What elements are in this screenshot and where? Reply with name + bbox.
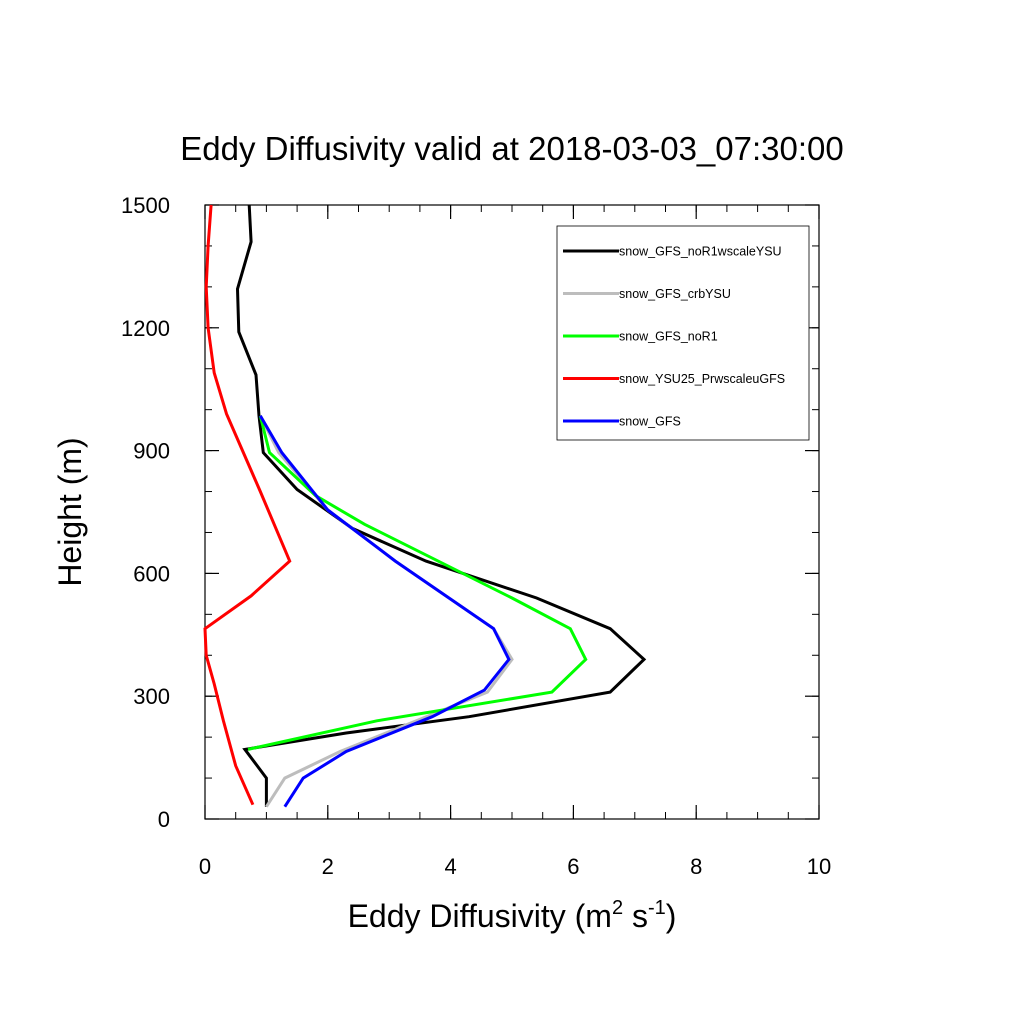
legend-label-snow-gfs-nor1wscaleysu: snow_GFS_noR1wscaleYSU — [619, 245, 782, 259]
legend: snow_GFS_noR1wscaleYSU snow_GFS_crbYSUsno… — [556, 225, 810, 441]
series-line-snow-gfs — [259, 415, 511, 808]
x-axis-label-sup1: 2 — [612, 897, 623, 919]
x-tick-labels: 0 2 4 6 8 10 — [199, 854, 831, 879]
x-tick-label: 10 — [807, 854, 831, 879]
x-tick-label: 0 — [199, 854, 211, 879]
y-tick-label: 300 — [133, 684, 170, 709]
y-tick-label: 900 — [133, 439, 170, 464]
y-tick-label: 1500 — [121, 193, 170, 218]
series-line-snow-gfs-nor1 — [247, 415, 588, 751]
y-tick-label: 1200 — [121, 316, 170, 341]
x-axis-label-mid: s — [623, 898, 648, 934]
x-tick-label: 4 — [444, 854, 456, 879]
x-axis-label-sup2: -1 — [648, 897, 666, 919]
y-tick-labels: 0 300 600 900 1200 1500 — [121, 193, 170, 832]
y-tick-label: 0 — [158, 807, 170, 832]
x-axis-label-end: ) — [666, 898, 677, 934]
chart-title: Eddy Diffusivity valid at 2018-03-03_07:… — [180, 130, 843, 167]
legend-label-snow-gfs-crbysu: snow_GFS_crbYSU — [619, 287, 731, 301]
x-axis-label-base: Eddy Diffusivity (m — [348, 898, 612, 934]
x-tick-label: 2 — [322, 854, 334, 879]
plot-area — [203, 204, 820, 820]
x-tick-label: 6 — [567, 854, 579, 879]
series-line-snow-ysu25-prwscaleugfs — [203, 204, 292, 806]
series-line-snow-gfs-nor1wscaleysu — [235, 204, 647, 807]
x-axis-label: Eddy Diffusivity (m2 s-1) — [348, 897, 677, 934]
axis-ticks — [204, 204, 820, 820]
legend-box — [556, 225, 810, 441]
legend-label-snow-gfs: snow_GFS — [619, 415, 681, 429]
series-lines — [203, 204, 647, 808]
legend-label-snow-gfs-nor1: snow_GFS_noR1 — [619, 330, 718, 344]
y-axis-label: Height (m) — [52, 437, 88, 586]
legend-label-snow-ysu25-prwscaleugfs: snow_YSU25_PrwscaleuGFS — [619, 372, 785, 386]
x-tick-label: 8 — [690, 854, 702, 879]
y-tick-label: 600 — [133, 561, 170, 586]
